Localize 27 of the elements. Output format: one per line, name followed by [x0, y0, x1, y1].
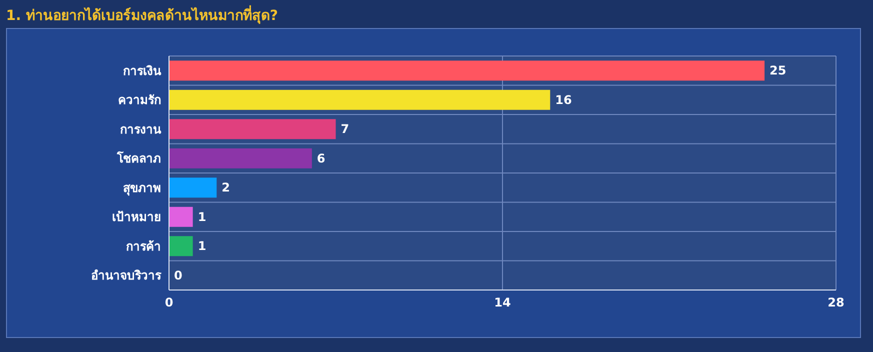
y-tick-label: การเงิน: [123, 64, 162, 78]
data-label: 25: [770, 64, 786, 78]
y-tick-label: ความรัก: [118, 93, 161, 108]
y-tick-label: โชคลาภ: [116, 150, 161, 166]
y-tick-label: เป้าหมาย: [112, 210, 161, 224]
bar: [169, 90, 550, 110]
bar: [169, 60, 765, 81]
data-label: 1: [198, 239, 206, 254]
x-tick-label: 0: [164, 296, 174, 310]
data-label: 6: [316, 151, 326, 166]
y-tick-label: การงาน: [120, 122, 162, 136]
x-tick-label: 28: [828, 296, 844, 310]
data-label: 16: [555, 92, 572, 107]
data-label: 0: [174, 268, 182, 282]
bar: [169, 148, 312, 168]
y-tick-label: อำนาจบริวาร: [91, 268, 162, 283]
bar: [169, 206, 193, 227]
chart-title: 1. ท่านอยากได้เบอร์มงคลด้านไหนมากที่สุด?: [6, 4, 278, 26]
x-tick-label: 14: [494, 296, 511, 310]
bar: [169, 178, 217, 198]
bar: [169, 119, 336, 140]
data-label: 1: [198, 210, 206, 224]
data-label: 7: [340, 122, 350, 136]
y-tick-label: สุขภาพ: [123, 180, 161, 196]
y-tick-label: การค้า: [126, 239, 161, 254]
data-label: 2: [222, 180, 230, 195]
bar: [169, 236, 193, 256]
